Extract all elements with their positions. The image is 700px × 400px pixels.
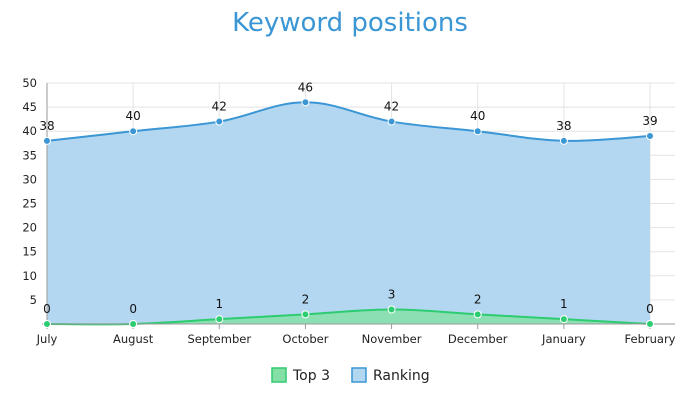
data-label: 40 bbox=[470, 109, 485, 123]
x-tick-label: January bbox=[541, 332, 586, 346]
series-line-ranking bbox=[46, 101, 651, 142]
y-tick-label: 25 bbox=[22, 197, 37, 211]
y-tick-label: 50 bbox=[22, 76, 37, 90]
y-tick-label: 30 bbox=[22, 172, 37, 186]
data-label: 0 bbox=[129, 302, 137, 316]
chart-title: Keyword positions bbox=[232, 8, 468, 38]
y-tick-label: 10 bbox=[22, 269, 37, 283]
y-tick-label: 40 bbox=[22, 124, 37, 138]
x-tick-label: August bbox=[113, 332, 154, 346]
data-label: 0 bbox=[646, 302, 654, 316]
data-point[interactable] bbox=[129, 320, 138, 328]
data-point[interactable] bbox=[559, 315, 568, 324]
data-point[interactable] bbox=[301, 98, 310, 107]
data-point[interactable] bbox=[43, 136, 51, 145]
data-label: 42 bbox=[212, 100, 227, 114]
series-area-ranking bbox=[47, 102, 650, 324]
y-tick-label: 35 bbox=[22, 148, 37, 162]
x-tick-label: February bbox=[625, 332, 676, 346]
legend-swatch bbox=[351, 367, 367, 383]
data-label: 38 bbox=[39, 119, 54, 133]
data-point[interactable] bbox=[129, 127, 138, 136]
data-label: 39 bbox=[642, 114, 657, 128]
x-tick-label: October bbox=[282, 332, 328, 346]
data-label: 1 bbox=[560, 297, 568, 311]
y-tick-label: 5 bbox=[30, 293, 37, 307]
legend-swatch bbox=[271, 367, 287, 383]
data-label: 42 bbox=[384, 100, 399, 114]
x-tick-label: September bbox=[187, 332, 251, 346]
legend-item-top3[interactable]: Top 3 bbox=[271, 367, 330, 384]
legend-item-ranking[interactable]: Ranking bbox=[351, 367, 430, 384]
y-tick-label: 20 bbox=[22, 221, 37, 235]
x-tick-label: November bbox=[362, 332, 422, 346]
data-point[interactable] bbox=[646, 132, 654, 141]
data-point[interactable] bbox=[387, 117, 396, 126]
data-point[interactable] bbox=[387, 305, 396, 314]
data-point[interactable] bbox=[646, 320, 654, 328]
data-label: 2 bbox=[474, 292, 482, 306]
data-point[interactable] bbox=[301, 310, 310, 319]
data-label: 38 bbox=[556, 119, 571, 133]
data-point[interactable] bbox=[559, 136, 568, 145]
data-point[interactable] bbox=[215, 315, 224, 324]
data-point[interactable] bbox=[215, 117, 224, 126]
y-tick-label: 45 bbox=[22, 100, 37, 114]
data-label: 40 bbox=[126, 109, 141, 123]
y-tick-label: 15 bbox=[22, 245, 37, 259]
legend-label: Top 3 bbox=[292, 368, 330, 384]
data-label: 2 bbox=[302, 292, 310, 306]
data-label: 3 bbox=[388, 288, 396, 302]
data-point[interactable] bbox=[43, 320, 51, 328]
x-tick-label: December bbox=[448, 332, 508, 346]
legend-label: Ranking bbox=[373, 368, 430, 384]
data-label: 0 bbox=[43, 302, 51, 316]
data-point[interactable] bbox=[473, 127, 482, 136]
x-tick-label: July bbox=[36, 332, 58, 346]
data-label: 1 bbox=[215, 297, 223, 311]
data-point[interactable] bbox=[473, 310, 482, 319]
data-label: 46 bbox=[298, 80, 313, 94]
